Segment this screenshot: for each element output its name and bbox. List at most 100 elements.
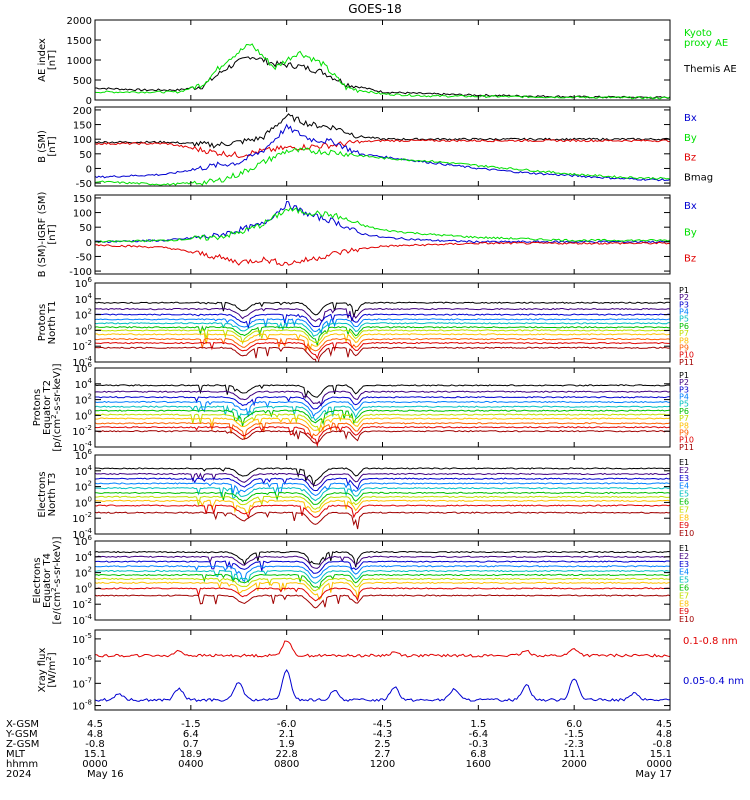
ephemeris-value: 0000 bbox=[647, 759, 672, 770]
legend-entry: P9 bbox=[679, 428, 689, 437]
ephemeris-value: -6.0 bbox=[277, 719, 297, 730]
ephemeris-value: 1.5 bbox=[470, 719, 486, 730]
legend-entry: P2 bbox=[679, 378, 689, 387]
series-line bbox=[95, 565, 670, 583]
series-line bbox=[95, 337, 670, 352]
y-tick-label: 10-2 bbox=[72, 339, 92, 353]
y-tick-label: 0 bbox=[86, 96, 92, 107]
y-axis-label: AE index bbox=[37, 38, 48, 82]
series-line bbox=[95, 147, 670, 186]
series-line bbox=[95, 472, 670, 487]
ephemeris-value: 1600 bbox=[466, 759, 491, 770]
series-line bbox=[95, 426, 670, 447]
ephemeris-value: 2.1 bbox=[279, 729, 295, 740]
y-axis-label: Protons bbox=[32, 389, 43, 426]
ephemeris-value: 1200 bbox=[370, 759, 395, 770]
y-tick-label: 106 bbox=[75, 276, 93, 290]
series-line bbox=[95, 511, 670, 530]
ephemeris-value: 6.8 bbox=[470, 749, 486, 760]
ephemeris-value: -1.5 bbox=[181, 719, 201, 730]
legend-entry: Bx bbox=[684, 201, 697, 212]
legend-entry: P2 bbox=[679, 293, 689, 302]
y-axis-label: B (SM) bbox=[37, 130, 48, 163]
legend-entry: E3 bbox=[679, 560, 689, 569]
y-tick-label: 104 bbox=[75, 464, 93, 478]
y-tick-label: 50 bbox=[79, 150, 92, 161]
legend-entry: E1 bbox=[679, 458, 689, 467]
panel-frame bbox=[94, 194, 671, 275]
y-axis-label: [nT] bbox=[47, 50, 58, 70]
series-line bbox=[95, 400, 670, 418]
ephemeris-value: May 17 bbox=[635, 769, 672, 780]
series-line bbox=[95, 594, 670, 609]
y-tick-label: 1500 bbox=[67, 36, 92, 47]
y-axis-label: North T3 bbox=[47, 473, 58, 517]
ephemeris-value: -4.5 bbox=[373, 719, 393, 730]
y-axis-label: [nT] bbox=[47, 136, 58, 156]
series-line bbox=[95, 581, 670, 601]
legend-entry: E3 bbox=[679, 474, 689, 483]
y-tick-label: 10-2 bbox=[72, 511, 92, 525]
series-line bbox=[95, 318, 670, 335]
series-line bbox=[95, 409, 670, 427]
ephemeris-table: X-GSMY-GSMZ-GSMMLThhmm20244.54.8-0.815.1… bbox=[5, 719, 672, 780]
series-line bbox=[95, 404, 670, 422]
legend-entry: P3 bbox=[679, 385, 689, 394]
legend-entry: E10 bbox=[679, 529, 694, 538]
ephemeris-value: 18.9 bbox=[180, 749, 202, 760]
y-tick-label: 10-4 bbox=[72, 613, 92, 627]
y-axis-label: B (SM)-IGRF (SM) bbox=[37, 192, 48, 278]
legend-entry: P11 bbox=[679, 358, 694, 367]
y-axis-label: Equator T4 bbox=[42, 553, 53, 608]
series-line bbox=[95, 333, 670, 352]
y-tick-label: 10-4 bbox=[72, 527, 92, 541]
series-line bbox=[95, 43, 670, 100]
series-line bbox=[95, 577, 670, 592]
ephemeris-row-label: Z-GSM bbox=[6, 739, 39, 750]
legend-entry: E5 bbox=[679, 490, 689, 499]
legend-entry: E9 bbox=[679, 607, 689, 616]
series-line bbox=[95, 422, 670, 440]
series-line bbox=[95, 573, 670, 590]
y-axis-label: Electrons bbox=[37, 471, 48, 517]
y-tick-label: 106 bbox=[75, 448, 93, 462]
legend-entry: P1 bbox=[679, 371, 689, 380]
legend-entry: P10 bbox=[679, 351, 694, 360]
series-line bbox=[95, 329, 670, 345]
ephemeris-value: 0800 bbox=[274, 759, 299, 770]
ephemeris-value: 6.4 bbox=[183, 729, 199, 740]
series-line bbox=[95, 301, 670, 317]
legend-entry: By bbox=[684, 133, 697, 144]
legend-entry: E1 bbox=[679, 544, 689, 553]
series-line bbox=[95, 495, 670, 510]
legend-entry: E4 bbox=[679, 482, 689, 491]
legend-entry: P4 bbox=[679, 308, 689, 317]
legend-entry: P6 bbox=[679, 322, 689, 331]
series-line bbox=[95, 113, 670, 149]
y-tick-label: 10-4 bbox=[72, 355, 92, 369]
y-tick-label: 100 bbox=[75, 495, 92, 509]
y-tick-label: 0 bbox=[86, 164, 92, 175]
legend-entry: P5 bbox=[679, 315, 689, 324]
series-line bbox=[95, 307, 670, 322]
series-line bbox=[95, 429, 670, 444]
legend-entry: Bz bbox=[684, 254, 696, 265]
legend-entry: P8 bbox=[679, 421, 689, 430]
panel-frame bbox=[94, 19, 671, 101]
ephemeris-value: 15.1 bbox=[650, 749, 672, 760]
y-tick-label: 10-4 bbox=[72, 440, 92, 454]
legend-entry: Bx bbox=[684, 113, 697, 124]
panel-3: 150 100 50 0 -50 -100 B (SM)-IGRF (SM) [nT] Bx By… bbox=[37, 192, 697, 279]
series-line bbox=[95, 417, 670, 432]
ephemeris-value: -4.3 bbox=[373, 729, 393, 740]
series-line bbox=[95, 491, 670, 505]
series-line bbox=[95, 482, 670, 497]
ephemeris-value: 4.5 bbox=[87, 719, 103, 730]
legend-entry: P5 bbox=[679, 400, 689, 409]
series-line bbox=[95, 560, 670, 574]
legend-entry: E6 bbox=[679, 498, 689, 507]
legend-entry: 0.05-0.4 nm bbox=[683, 676, 744, 687]
legend-entry: E4 bbox=[679, 568, 689, 577]
